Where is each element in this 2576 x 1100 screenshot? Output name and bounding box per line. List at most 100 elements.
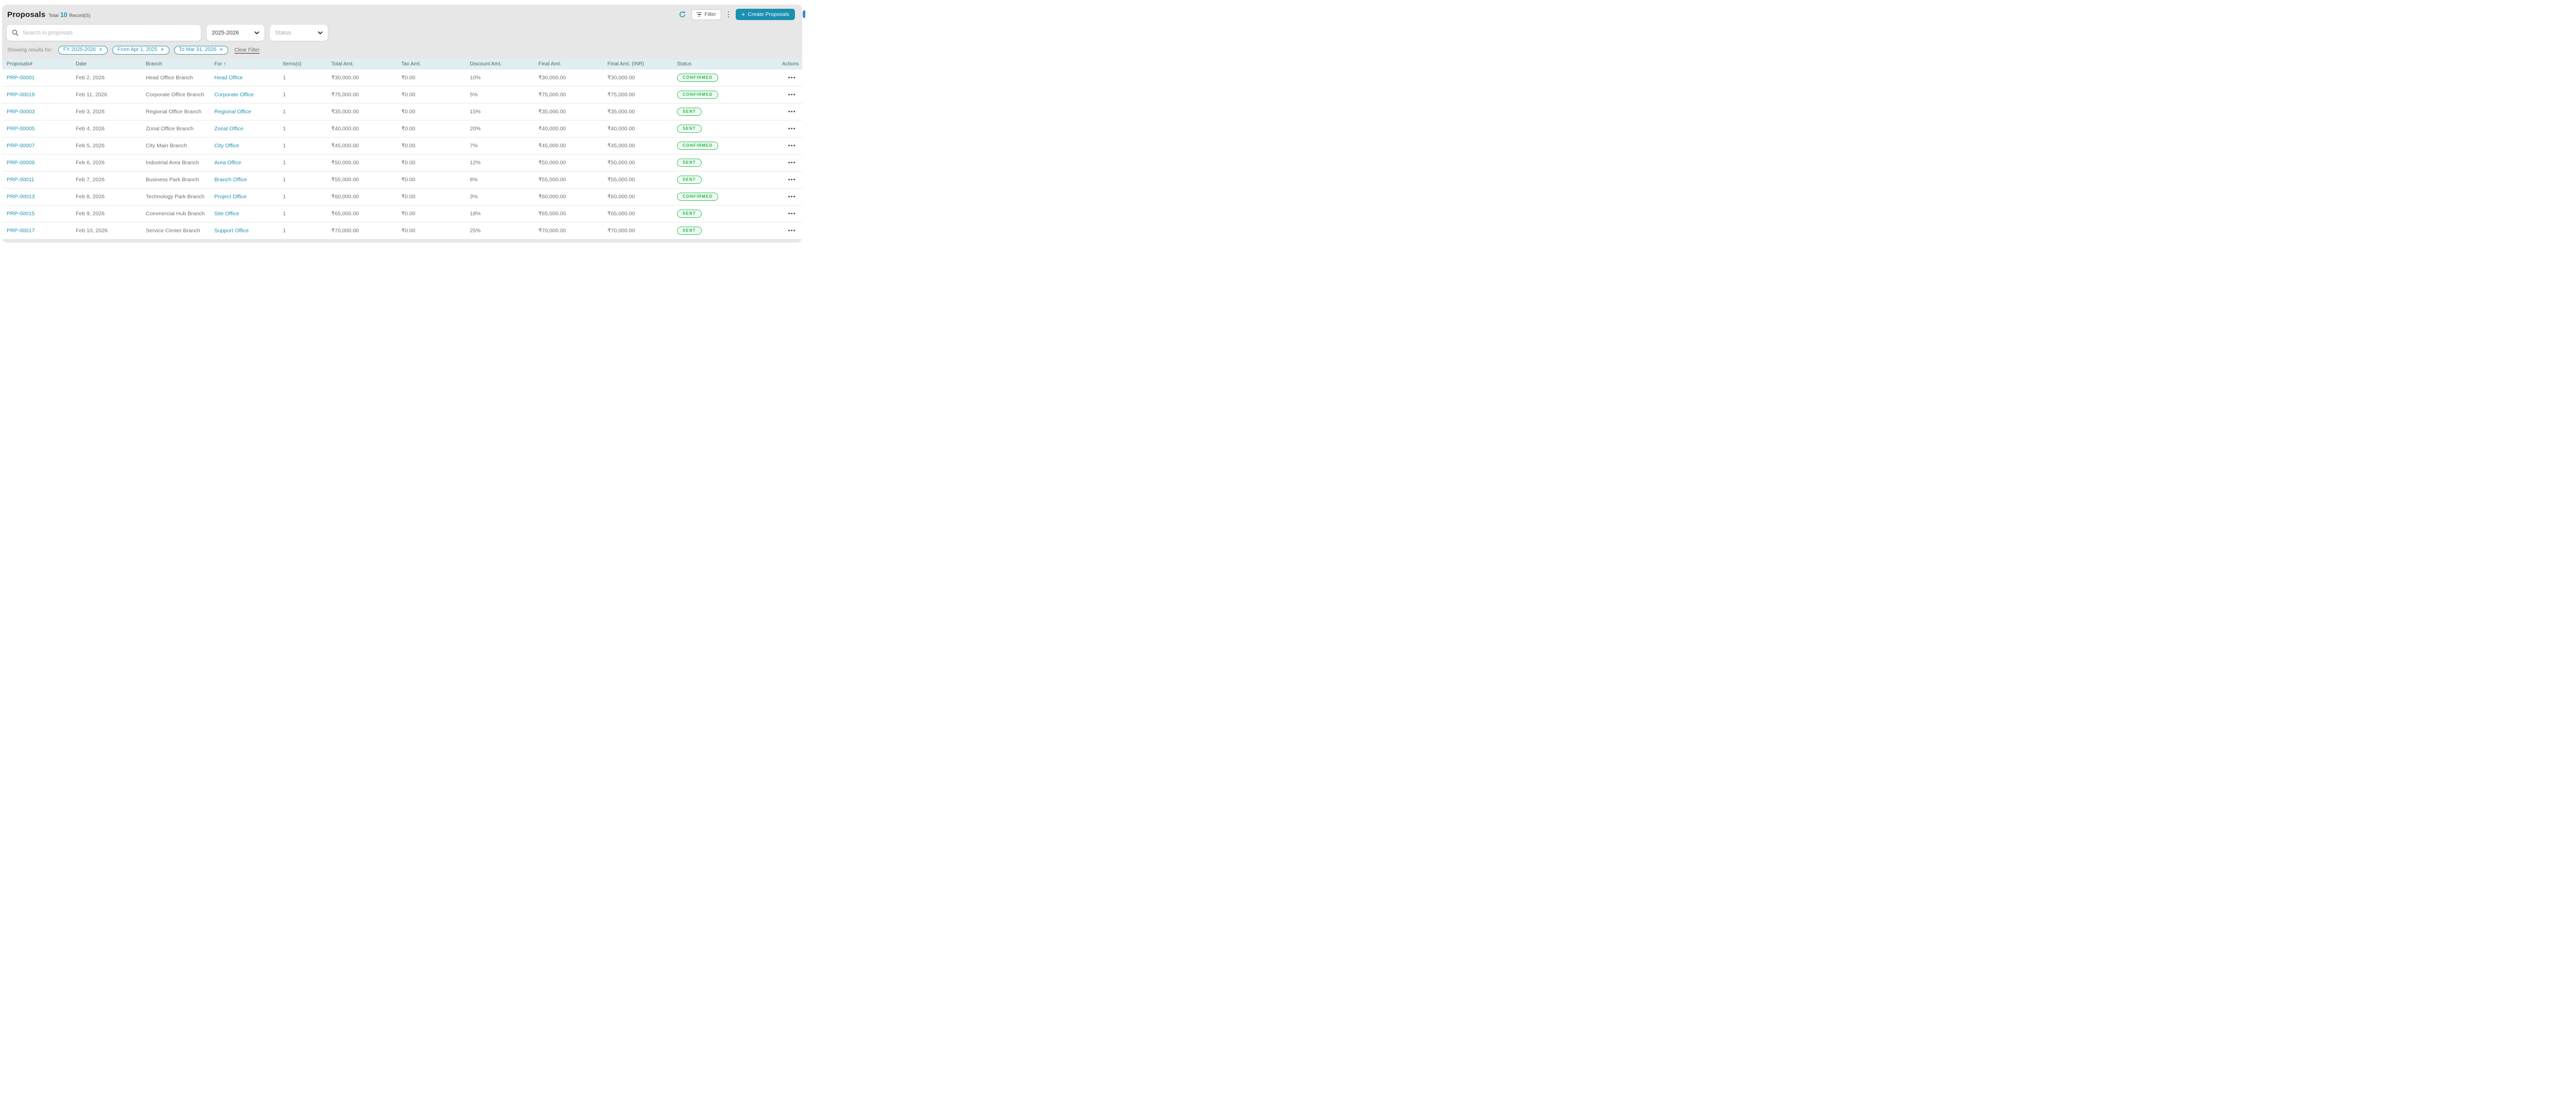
filter-chip-to-label: To Mar 31, 2026 — [179, 47, 216, 53]
create-proposals-label: Create Proposals — [748, 11, 789, 18]
cell-final-amt: ₹70,000.00 — [538, 228, 566, 234]
proposal-link[interactable]: PRP-00003 — [7, 109, 35, 115]
for-office-link[interactable]: Branch Office — [214, 177, 247, 183]
close-icon[interactable]: ✕ — [99, 47, 103, 53]
more-actions-icon[interactable]: ••• — [788, 143, 796, 149]
for-office-link[interactable]: City Office — [214, 143, 240, 149]
proposal-link[interactable]: PRP-00005 — [7, 126, 35, 132]
proposal-link[interactable]: PRP-00001 — [7, 75, 35, 81]
cell-final-amt-inr: ₹60,000.00 — [607, 194, 635, 200]
cell-for: Project Office — [214, 194, 283, 200]
cell-items: 1 — [283, 211, 286, 217]
cell-for: Regional Office — [214, 109, 283, 115]
more-actions-icon[interactable]: ••• — [788, 126, 796, 132]
cell-final-amt: ₹60,000.00 — [538, 194, 566, 200]
for-office-link[interactable]: Zonal Office — [214, 126, 244, 132]
table-row: PRP-00003 Feb 3, 2026 Regional Office Br… — [2, 104, 802, 121]
chevron-down-icon — [318, 31, 323, 35]
column-header-final-amt-inr[interactable]: Final Amt. (INR) — [607, 61, 645, 67]
column-header-date[interactable]: Date — [76, 61, 87, 67]
column-header-status[interactable]: Status — [677, 61, 692, 67]
more-actions-icon[interactable]: ••• — [788, 177, 796, 183]
proposal-link[interactable]: PRP-00007 — [7, 143, 35, 149]
cell-final-amt-inr: ₹30,000.00 — [607, 75, 635, 81]
more-actions-icon[interactable]: ••• — [788, 75, 796, 81]
cell-items: 1 — [283, 228, 286, 234]
table-row: PRP-00001 Feb 2, 2026 Head Office Branch… — [2, 70, 802, 87]
more-actions-icon[interactable]: ••• — [788, 92, 796, 98]
more-actions-icon[interactable]: ••• — [788, 211, 796, 217]
right-edge-widget-fragment — [803, 10, 805, 18]
proposal-link[interactable]: PRP-00013 — [7, 194, 35, 200]
search-box — [6, 24, 201, 41]
page-header: Proposals Total 10 Record(S) Filter + — [2, 5, 802, 21]
cell-final-amt-inr: ₹65,000.00 — [607, 211, 635, 217]
cell-items: 1 — [283, 92, 286, 98]
more-actions-icon[interactable]: ••• — [788, 109, 796, 115]
cell-proposal-id: PRP-00005 — [2, 126, 76, 132]
proposal-link[interactable]: PRP-00011 — [7, 177, 35, 183]
for-office-link[interactable]: Head Office — [214, 75, 243, 81]
cell-branch: Technology Park Branch — [146, 194, 205, 200]
create-proposals-button[interactable]: + Create Proposals — [736, 9, 795, 20]
proposal-link[interactable]: PRP-00019 — [7, 92, 35, 98]
column-header-tax-amt[interactable]: Tax Amt. — [401, 61, 421, 67]
cell-proposal-id: PRP-00001 — [2, 75, 76, 81]
status-badge: SENT — [677, 108, 702, 116]
fiscal-year-value: 2025-2026 — [212, 29, 239, 36]
column-header-for[interactable]: For ↑ — [214, 61, 226, 67]
column-header-proposals[interactable]: Proposals# — [7, 61, 33, 67]
column-header-items-s[interactable]: Items(s) — [283, 61, 302, 67]
table-row: PRP-00005 Feb 4, 2026 Zonal Office Branc… — [2, 121, 802, 138]
for-office-link[interactable]: Corporate Office — [214, 92, 254, 98]
cell-total-amt: ₹70,000.00 — [331, 228, 359, 234]
column-header-discount-amt[interactable]: Discount Amt. — [470, 61, 502, 67]
status-badge: SENT — [677, 210, 702, 218]
column-header-branch[interactable]: Branch — [146, 61, 162, 67]
cell-date: Feb 3, 2026 — [76, 109, 105, 115]
status-badge: SENT — [677, 176, 702, 184]
clear-filter-link[interactable]: Clear Filter — [234, 47, 260, 53]
cell-total-amt: ₹60,000.00 — [331, 194, 359, 200]
filter-button[interactable]: Filter — [691, 9, 721, 20]
cell-actions: ••• — [782, 75, 802, 81]
close-icon[interactable]: ✕ — [160, 47, 164, 53]
cell-final-amt-inr: ₹40,000.00 — [607, 126, 635, 132]
column-header-actions: Actions — [782, 61, 799, 67]
close-icon[interactable]: ✕ — [219, 47, 223, 53]
filter-chip-from-date[interactable]: From Apr 1, 2025 ✕ — [112, 45, 170, 55]
proposal-link[interactable]: PRP-00009 — [7, 160, 35, 166]
column-header-final-amt[interactable]: Final Amt. — [538, 61, 562, 67]
status-select[interactable]: Status — [269, 24, 328, 41]
filter-chip-fy[interactable]: FY 2025-2026 ✕ — [58, 45, 108, 55]
status-badge: CONFIRMED — [677, 74, 719, 82]
plus-icon: + — [741, 11, 745, 18]
cell-items: 1 — [283, 75, 286, 81]
cell-actions: ••• — [782, 211, 802, 217]
proposal-link[interactable]: PRP-00015 — [7, 211, 35, 217]
kebab-menu-icon[interactable] — [727, 10, 731, 19]
for-office-link[interactable]: Area Office — [214, 160, 242, 166]
cell-final-amt: ₹30,000.00 — [538, 75, 566, 81]
cell-actions: ••• — [782, 109, 802, 115]
cell-actions: ••• — [782, 160, 802, 166]
status-badge: CONFIRMED — [677, 91, 719, 99]
table-body: PRP-00001 Feb 2, 2026 Head Office Branch… — [2, 70, 802, 239]
more-actions-icon[interactable]: ••• — [788, 228, 796, 234]
refresh-icon[interactable] — [679, 11, 686, 18]
cell-items: 1 — [283, 194, 286, 200]
search-input[interactable] — [23, 29, 196, 36]
for-office-link[interactable]: Site Office — [214, 211, 240, 217]
cell-actions: ••• — [782, 194, 802, 200]
more-actions-icon[interactable]: ••• — [788, 160, 796, 166]
more-actions-icon[interactable]: ••• — [788, 194, 796, 200]
proposal-link[interactable]: PRP-00017 — [7, 228, 35, 234]
for-office-link[interactable]: Project Office — [214, 194, 247, 200]
fiscal-year-select[interactable]: 2025-2026 — [206, 24, 265, 41]
column-header-total-amt[interactable]: Total Amt. — [331, 61, 354, 67]
filter-chip-to-date[interactable]: To Mar 31, 2026 ✕ — [174, 45, 228, 55]
for-office-link[interactable]: Regional Office — [214, 109, 251, 115]
cell-for: Head Office — [214, 75, 283, 81]
chevron-down-icon — [255, 31, 259, 35]
for-office-link[interactable]: Support Office — [214, 228, 249, 234]
